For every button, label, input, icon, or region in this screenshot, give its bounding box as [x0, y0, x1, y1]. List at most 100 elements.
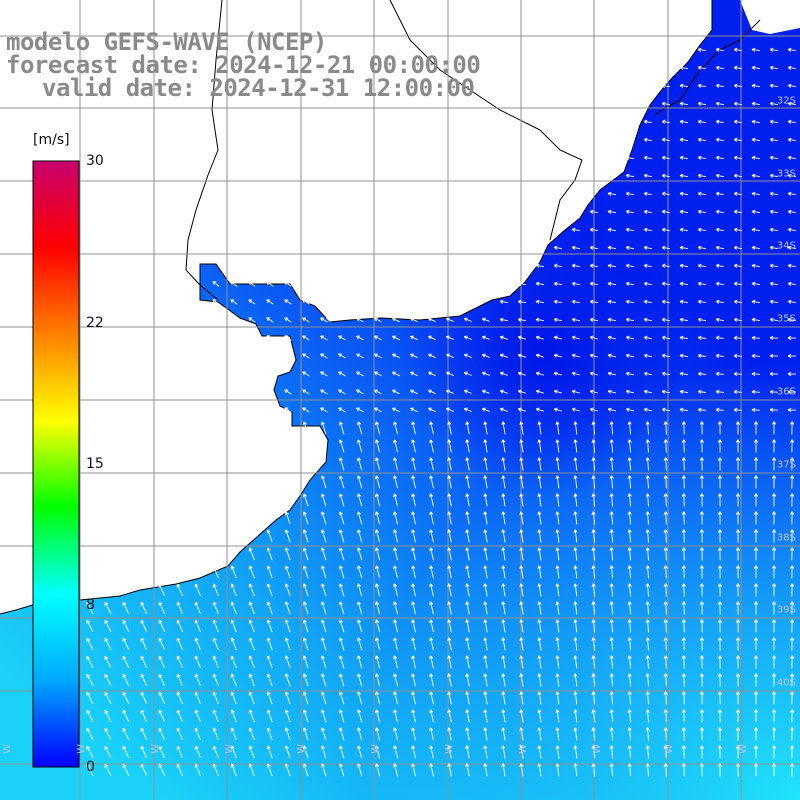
wind-arrow [429, 547, 434, 561]
colorbar-tick-label: 30 [86, 153, 104, 169]
wind-arrow [645, 637, 650, 651]
wind-arrow [140, 601, 148, 615]
wind-arrow [663, 583, 668, 597]
wind-arrow [338, 457, 345, 471]
wind-arrow [751, 47, 761, 52]
wind-arrow [537, 655, 542, 669]
wind-arrow [643, 335, 652, 340]
wind-arrow [230, 299, 238, 305]
wind-arrow [248, 709, 255, 723]
wind-arrow [284, 565, 291, 579]
wind-arrow [320, 673, 327, 687]
wind-arrow [537, 547, 542, 561]
wind-arrow [573, 475, 578, 489]
wind-arrow [465, 709, 470, 723]
wind-arrow [158, 709, 166, 723]
wind-arrow [679, 335, 689, 340]
wind-arrow [519, 691, 524, 705]
wind-arrow [248, 691, 255, 705]
wind-arrow [463, 371, 472, 376]
wind-arrow [411, 673, 416, 687]
wind-arrow [465, 763, 470, 777]
wind-arrow [699, 709, 704, 723]
wind-arrow [212, 281, 220, 287]
wind-arrow [122, 709, 130, 723]
wind-arrow [733, 281, 743, 286]
wind-arrow [663, 637, 668, 651]
wind-arrow [483, 655, 488, 669]
wind-arrow [519, 763, 524, 777]
wind-arrow [733, 407, 743, 412]
wind-arrow [212, 583, 219, 597]
wind-arrow [645, 493, 650, 507]
wind-arrow [356, 389, 364, 395]
wind-arrow [591, 421, 596, 435]
wind-arrow [428, 353, 436, 359]
wind-arrow [609, 709, 614, 723]
wind-arrow [537, 565, 542, 579]
wind-arrow [230, 281, 238, 287]
wind-arrow [573, 547, 578, 561]
wind-arrow [753, 421, 759, 435]
wind-arrow [699, 421, 704, 435]
wind-arrow [751, 407, 761, 412]
wind-arrow [338, 763, 345, 777]
wind-arrow [555, 457, 560, 471]
wind-arrow [609, 439, 614, 453]
wind-arrow [663, 439, 668, 453]
wind-arrow [302, 529, 309, 543]
wind-arrow [320, 583, 327, 597]
wind-arrow [790, 709, 795, 723]
wind-arrow [769, 335, 779, 340]
wind-arrow [751, 281, 761, 286]
wind-arrow [625, 281, 635, 286]
wind-arrow [679, 209, 689, 214]
wind-arrow [645, 745, 650, 759]
wind-arrow [715, 299, 725, 304]
wind-arrow [140, 673, 148, 687]
wind-arrow [356, 493, 363, 507]
wind-arrow [284, 673, 291, 687]
wind-arrow [697, 227, 707, 232]
wind-arrow [320, 511, 327, 525]
wind-arrow [735, 655, 740, 669]
wind-arrow [753, 745, 759, 759]
wind-arrow [86, 619, 94, 633]
longitude-label: W [2, 744, 13, 754]
wind-arrow [735, 439, 740, 453]
wind-arrow [753, 727, 759, 741]
wind-arrow [769, 245, 779, 250]
wind-arrow [537, 673, 542, 687]
wind-arrow [573, 421, 578, 435]
wind-arrow [663, 547, 668, 561]
wind-arrow [753, 763, 759, 777]
wind-arrow [697, 281, 707, 286]
wind-arrow [248, 601, 255, 615]
wind-arrow [607, 209, 617, 214]
wind-arrow [104, 655, 112, 669]
wind-arrow [697, 101, 707, 106]
wind-arrow [122, 673, 130, 687]
wind-arrow [753, 475, 759, 489]
wind-arrow [697, 119, 707, 124]
wind-arrow [429, 619, 434, 633]
wind-arrow [519, 637, 524, 651]
wind-arrow [266, 745, 273, 759]
wind-arrow [266, 317, 274, 323]
wind-arrow [787, 137, 797, 142]
wind-arrow [447, 619, 452, 633]
wind-arrow [661, 317, 671, 322]
wind-arrow [555, 745, 560, 759]
wind-arrow [591, 493, 596, 507]
wind-arrow [553, 335, 562, 340]
wind-arrow [393, 691, 399, 705]
wind-arrow [769, 389, 779, 394]
wind-arrow [537, 763, 542, 777]
wind-arrow [499, 407, 508, 412]
wind-arrow [715, 353, 725, 358]
wind-arrow [591, 601, 596, 615]
wind-arrow [697, 353, 707, 358]
wind-arrow [769, 155, 779, 160]
wind-arrow [393, 475, 399, 489]
